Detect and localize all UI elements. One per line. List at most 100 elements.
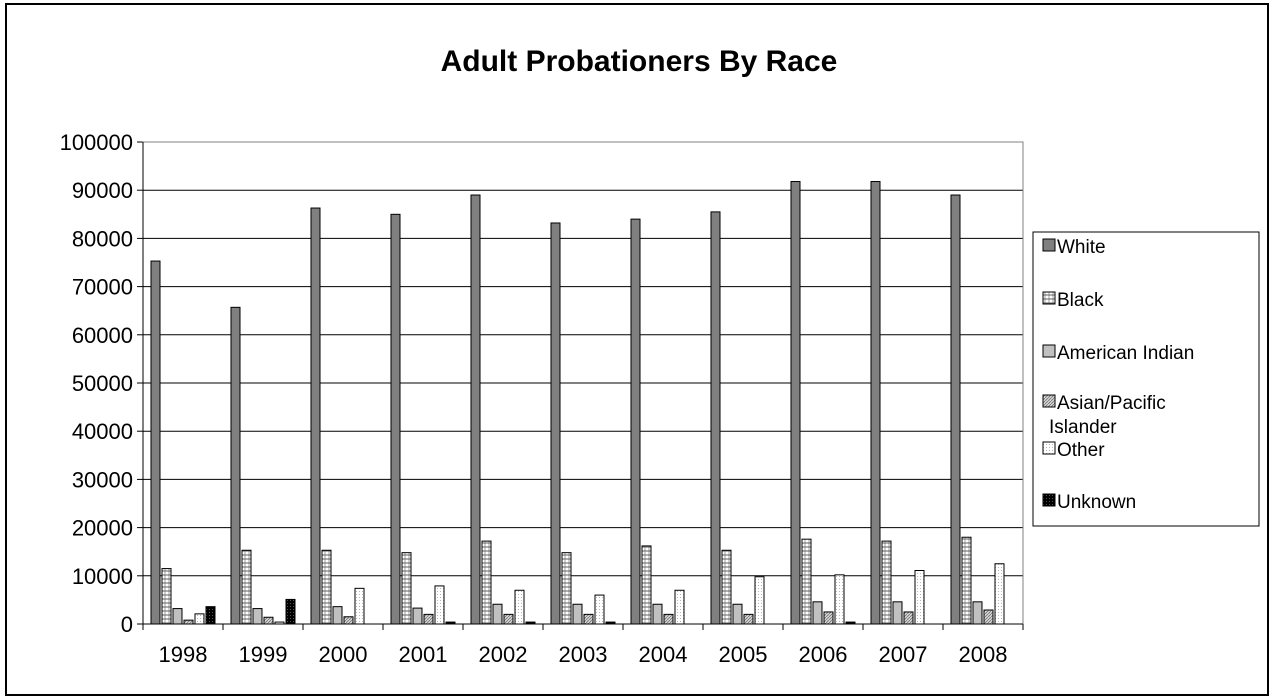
legend-label: White: [1057, 237, 1106, 258]
bar-black-2006: [801, 538, 812, 625]
bar-black-2007: [881, 540, 892, 625]
legend-swatch: [1042, 394, 1056, 408]
bar-black-2008: [961, 536, 972, 625]
legend-swatch: [1042, 344, 1056, 358]
bar-asian-pacific-islander-2005: [743, 613, 754, 625]
legend-label: Other: [1057, 440, 1105, 461]
chart-frame: Adult Probationers By Race 0 10000 20000 30…: [5, 3, 1269, 696]
bar-black-2003: [561, 552, 572, 625]
bar-white-2002: [470, 194, 481, 625]
gridlines: [143, 141, 1023, 577]
legend-swatch: [1042, 441, 1056, 455]
bars: [150, 181, 1005, 625]
legend-label: Unknown: [1057, 492, 1136, 513]
bar-black-2005: [721, 549, 732, 625]
bar-white-2006: [790, 181, 801, 625]
bar-american-indian-1999: [252, 608, 263, 625]
legend-label: Black: [1057, 290, 1104, 311]
axes: [142, 141, 1024, 625]
bar-american-indian-2000: [332, 606, 343, 625]
y-tick-label: 100000: [60, 130, 133, 155]
y-tick-label: 0: [121, 612, 133, 637]
bar-asian-pacific-islander-2006: [823, 611, 834, 625]
bar-american-indian-2004: [652, 603, 663, 625]
x-axis-ticks: 1998 1999 2000 2001 2002 2003 2004 2005 2006 2007…: [142, 624, 1024, 667]
y-tick-label: 90000: [72, 178, 133, 203]
bar-american-indian-2002: [492, 603, 503, 625]
x-tick-label: 2007: [879, 642, 928, 667]
y-axis-ticks: 0 10000 20000 30000 40000 50000 60000 70000 8000…: [60, 130, 143, 637]
legend-swatch: [1042, 238, 1056, 252]
legend-swatch: [1042, 493, 1056, 507]
legend-label: Asian/Pacific Islander: [1049, 393, 1166, 438]
y-tick-label: 50000: [72, 371, 133, 396]
legend-swatch: [1042, 291, 1056, 305]
legend-label-line: Asian/Pacific: [1057, 393, 1166, 414]
bar-other-1998: [194, 613, 205, 625]
bar-american-indian-2003: [572, 603, 583, 625]
bar-unknown-1999: [285, 598, 296, 625]
bar-asian-pacific-islander-2003: [583, 613, 594, 625]
bar-asian-pacific-islander-1999: [263, 616, 274, 625]
bar-american-indian-2006: [812, 601, 823, 625]
bar-asian-pacific-islander-2001: [423, 613, 434, 625]
y-tick-label: 60000: [72, 323, 133, 348]
x-tick-label: 2003: [559, 642, 608, 667]
bar-american-indian-1998: [172, 608, 183, 625]
y-tick-label: 70000: [72, 275, 133, 300]
bar-black-1998: [161, 568, 172, 625]
legend: White Black American Indian Asian/Pacific Is…: [1032, 231, 1260, 527]
x-tick-label: 2004: [639, 642, 688, 667]
bar-other-2008: [994, 563, 1005, 625]
bar-other-2002: [514, 589, 525, 625]
bar-white-2007: [870, 181, 881, 625]
bar-black-2000: [321, 549, 332, 625]
bar-white-2001: [390, 213, 401, 625]
bar-asian-pacific-islander-2000: [343, 616, 354, 625]
bar-other-2004: [674, 589, 685, 625]
bar-american-indian-2005: [732, 603, 743, 625]
x-tick-label: 2005: [719, 642, 768, 667]
x-tick-label: 2006: [799, 642, 848, 667]
bar-white-2008: [950, 194, 961, 625]
bar-black-1999: [241, 549, 252, 625]
bar-other-2005: [754, 576, 765, 625]
bar-american-indian-2008: [972, 601, 983, 625]
y-tick-label: 30000: [72, 467, 133, 492]
bar-black-2002: [481, 540, 492, 625]
bar-asian-pacific-islander-2008: [983, 609, 994, 625]
bar-black-2001: [401, 552, 412, 625]
bar-other-2003: [594, 594, 605, 625]
x-tick-label: 2008: [959, 642, 1008, 667]
y-tick-label: 10000: [72, 564, 133, 589]
bar-unknown-1998: [205, 606, 216, 625]
chart-title: Adult Probationers By Race: [441, 45, 838, 78]
x-tick-label: 2000: [319, 642, 368, 667]
bar-asian-pacific-islander-2007: [903, 611, 914, 625]
x-tick-label: 2002: [479, 642, 528, 667]
bar-american-indian-2001: [412, 607, 423, 625]
legend-box: [1032, 231, 1260, 527]
bar-american-indian-2007: [892, 601, 903, 625]
bar-white-1999: [230, 306, 241, 625]
y-tick-label: 40000: [72, 419, 133, 444]
x-tick-label: 2001: [399, 642, 448, 667]
x-tick-label: 1998: [159, 642, 208, 667]
y-tick-label: 20000: [72, 516, 133, 541]
bar-white-2003: [550, 222, 561, 625]
bar-asian-pacific-islander-2004: [663, 613, 674, 625]
legend-label: American Indian: [1057, 343, 1194, 364]
bar-other-2000: [354, 587, 365, 625]
bar-other-2001: [434, 585, 445, 625]
legend-label-line: Islander: [1049, 417, 1117, 438]
chart-svg: Adult Probationers By Race 0 10000 20000 30…: [60, 45, 1260, 667]
x-tick-label: 1999: [239, 642, 288, 667]
bar-asian-pacific-islander-2002: [503, 613, 514, 625]
bar-black-2004: [641, 545, 652, 625]
bar-white-1998: [150, 260, 161, 625]
bar-white-2004: [630, 218, 641, 625]
bar-other-2006: [834, 574, 845, 625]
y-tick-label: 80000: [72, 226, 133, 251]
bar-asian-pacific-islander-1998: [183, 619, 194, 625]
bar-white-2000: [310, 207, 321, 625]
